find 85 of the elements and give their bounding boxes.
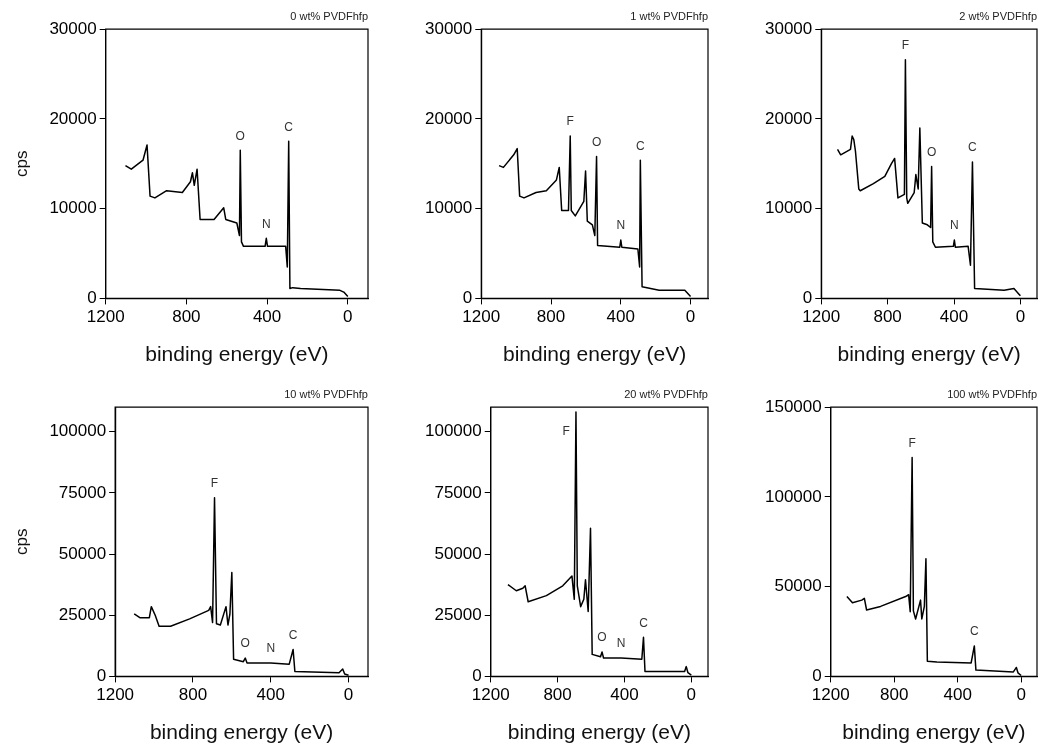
- x-axis-title: binding energy (eV): [842, 720, 1026, 744]
- annotation: N: [261, 216, 271, 231]
- y-tick-label: 100000: [764, 486, 822, 506]
- annotation: C: [635, 138, 645, 153]
- chart-title: 0 wt% PVDFhfp: [290, 9, 368, 22]
- annotation: O: [597, 630, 607, 645]
- x-tick-label: 0: [685, 307, 696, 327]
- annotation: F: [210, 476, 219, 491]
- annotation: F: [908, 435, 916, 450]
- y-tick-label: 50000: [774, 576, 822, 596]
- x-tick-label: 0: [1015, 307, 1026, 327]
- x-tick-label: 400: [252, 307, 282, 327]
- annotation: O: [235, 128, 245, 143]
- x-axis-title: binding energy (eV): [149, 720, 334, 744]
- y-tick-label: 0: [462, 288, 473, 308]
- annotation: O: [240, 636, 250, 651]
- x-axis-title: binding energy (eV): [837, 342, 1021, 366]
- x-tick-label: 800: [543, 685, 572, 705]
- x-tick-label: 400: [606, 307, 635, 327]
- y-tick-label: 0: [96, 666, 107, 686]
- y-tick-label: 75000: [434, 482, 482, 502]
- y-tick-label: 20000: [424, 108, 473, 128]
- y-tick-label: 100000: [49, 421, 107, 441]
- annotation: F: [901, 38, 910, 53]
- x-tick-label: 800: [880, 685, 909, 705]
- annotation: F: [566, 114, 574, 129]
- x-tick-label: 1200: [471, 685, 510, 705]
- x-tick-label: 800: [873, 307, 902, 327]
- x-tick-label: 800: [536, 307, 566, 327]
- chart-title: 1 wt% PVDFhfp: [630, 9, 708, 22]
- x-tick-label: 1200: [86, 307, 125, 327]
- annotation: N: [266, 641, 276, 656]
- x-tick-label: 400: [610, 685, 639, 705]
- x-tick-label: 0: [1016, 685, 1026, 705]
- chart-title: 20 wt% PVDFhfp: [624, 387, 708, 400]
- y-tick-label: 25000: [58, 604, 107, 624]
- y-axis-title: cps: [11, 150, 31, 178]
- chart-title: 10 wt% PVDFhfp: [284, 387, 368, 400]
- y-tick-label: 150000: [764, 396, 822, 416]
- annotation: C: [284, 119, 294, 134]
- x-tick-label: 1200: [462, 307, 501, 327]
- y-tick-label: 30000: [764, 18, 813, 38]
- x-axis-title: binding energy (eV): [507, 720, 691, 744]
- annotation: C: [288, 627, 298, 642]
- y-tick-label: 10000: [764, 198, 813, 218]
- y-tick-label: 0: [87, 288, 97, 308]
- y-tick-label: 10000: [424, 198, 473, 218]
- y-tick-label: 0: [802, 288, 813, 308]
- x-axis-title: binding energy (eV): [503, 342, 687, 366]
- x-tick-label: 0: [343, 307, 353, 327]
- chart-title: 2 wt% PVDFhfp: [959, 9, 1037, 22]
- annotation: C: [969, 624, 979, 639]
- x-tick-label: 800: [178, 685, 208, 705]
- annotation: O: [926, 144, 937, 159]
- x-tick-label: 800: [172, 307, 201, 327]
- x-tick-label: 400: [939, 307, 969, 327]
- x-tick-label: 0: [686, 685, 697, 705]
- x-tick-label: 0: [343, 685, 354, 705]
- y-tick-label: 25000: [434, 604, 482, 624]
- annotation: C: [968, 140, 978, 155]
- y-tick-label: 50000: [58, 543, 107, 563]
- y-axis-title: cps: [11, 528, 31, 556]
- annotation: O: [591, 134, 602, 149]
- annotation: N: [950, 218, 959, 233]
- annotation: C: [639, 615, 649, 630]
- annotation: N: [616, 218, 626, 233]
- x-axis-title: binding energy (eV): [145, 342, 329, 366]
- x-tick-label: 400: [943, 685, 972, 705]
- x-tick-label: 1200: [96, 685, 135, 705]
- annotation: N: [616, 636, 626, 651]
- y-tick-label: 50000: [434, 543, 482, 563]
- y-tick-label: 30000: [49, 18, 97, 38]
- y-tick-label: 20000: [49, 108, 97, 128]
- chart-title: 100 wt% PVDFhfp: [947, 387, 1037, 400]
- x-tick-label: 1200: [811, 685, 850, 705]
- y-tick-label: 30000: [424, 18, 473, 38]
- y-tick-label: 10000: [49, 198, 97, 218]
- y-tick-label: 20000: [764, 108, 813, 128]
- y-tick-label: 75000: [58, 482, 107, 502]
- annotation: F: [562, 424, 570, 439]
- y-tick-label: 100000: [424, 421, 482, 441]
- y-tick-label: 0: [472, 666, 482, 686]
- x-tick-label: 400: [256, 685, 285, 705]
- x-tick-label: 1200: [802, 307, 841, 327]
- y-tick-label: 0: [812, 666, 822, 686]
